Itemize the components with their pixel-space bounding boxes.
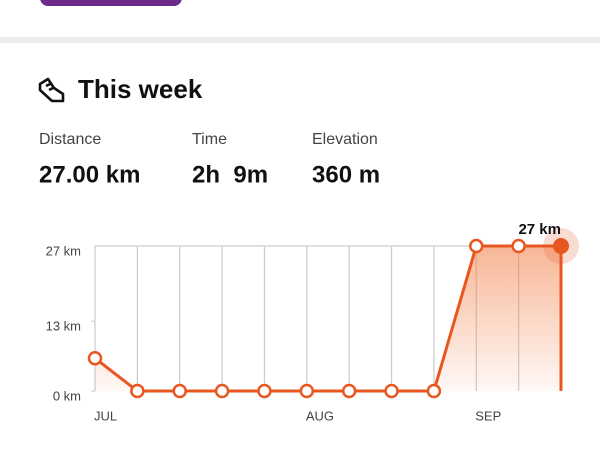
- point: [130, 383, 145, 399]
- point: [384, 383, 399, 399]
- stat-label: Distance: [39, 131, 101, 148]
- point: [214, 383, 230, 399]
- value-label: 27 km: [518, 221, 561, 238]
- stat-label: Time: [192, 131, 227, 148]
- stat-value: 2h 9m: [192, 161, 268, 188]
- area: [95, 246, 561, 391]
- x-tick-label: SEP: [475, 408, 501, 423]
- chart: 0 km 13 km 27 km JUL AUG SEP 27 km: [46, 221, 579, 423]
- point: [87, 350, 103, 366]
- stats: Distance 27.00 km Time 2h 9m Elevation 360 m: [39, 131, 380, 188]
- stat-value: 360 m: [312, 161, 380, 188]
- point: [257, 383, 272, 399]
- stat-value: 27.00 km: [39, 161, 140, 188]
- point: [341, 383, 357, 399]
- y-tick-label: 13 km: [46, 319, 81, 334]
- point: [299, 383, 315, 399]
- x-tick-label: AUG: [306, 408, 334, 423]
- y-tick-label: 27 km: [46, 243, 81, 258]
- x-tick-label: JUL: [94, 408, 117, 423]
- stat-label: Elevation: [312, 131, 378, 148]
- point: [469, 238, 484, 254]
- point: [426, 383, 442, 399]
- section-title: This week: [78, 74, 203, 104]
- shoe-icon: [38, 77, 65, 103]
- point: [511, 238, 526, 254]
- separator: [0, 37, 600, 43]
- point: [553, 238, 569, 254]
- point: [172, 383, 187, 399]
- y-tick-label: 0 km: [53, 388, 81, 403]
- activity-photo[interactable]: [40, 0, 182, 6]
